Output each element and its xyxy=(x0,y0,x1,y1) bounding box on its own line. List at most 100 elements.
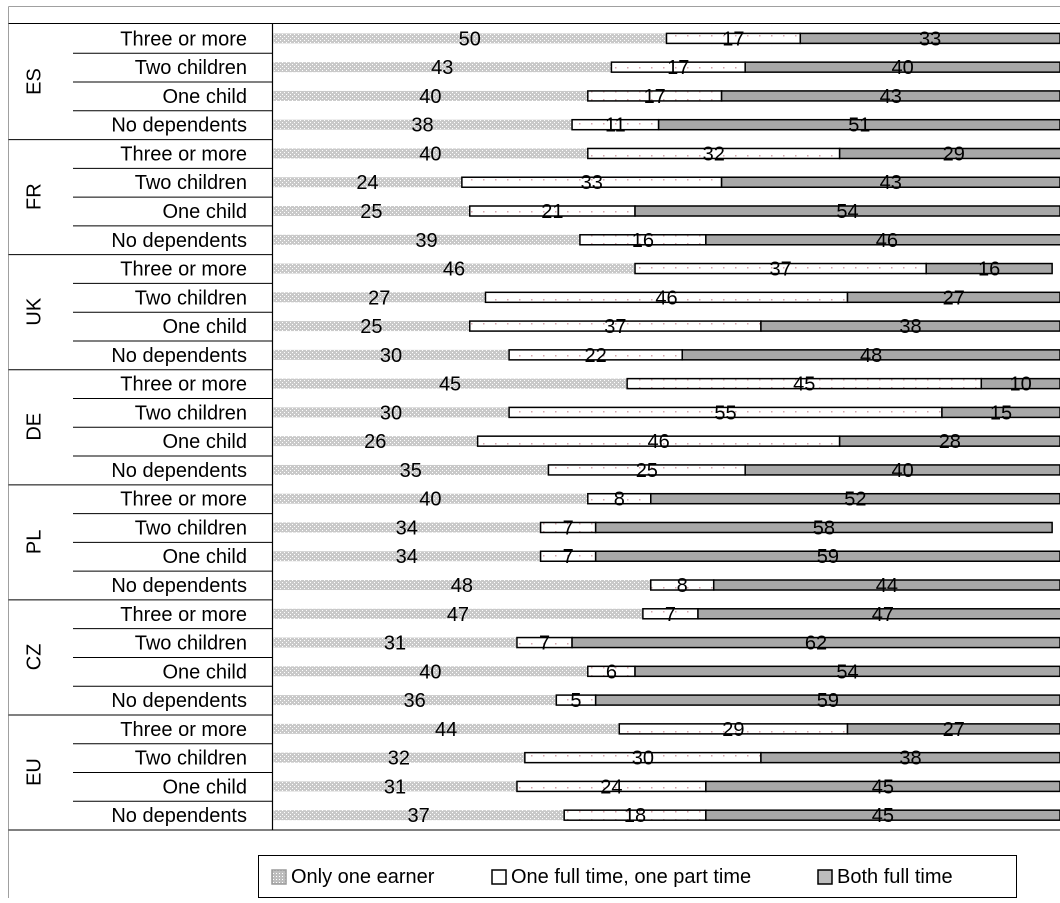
category-tick-label: Two children xyxy=(135,633,247,655)
bar-segment xyxy=(744,464,1060,476)
data-label: 46 xyxy=(655,287,677,309)
bar-segment xyxy=(273,33,667,44)
data-label: 44 xyxy=(435,719,457,741)
data-label: 40 xyxy=(891,460,913,482)
legend-entry: Only one earner xyxy=(291,866,435,888)
bar-segment xyxy=(634,205,1060,217)
category-tick-label: Three or more xyxy=(120,719,247,741)
data-label: 44 xyxy=(876,575,898,597)
data-label: 62 xyxy=(805,633,827,655)
data-label: 48 xyxy=(860,345,882,367)
bar-segment xyxy=(925,262,1053,275)
bar-segment xyxy=(273,666,588,677)
category-tick-label: Three or more xyxy=(120,374,247,396)
data-label: 55 xyxy=(714,402,736,424)
bar-segment xyxy=(273,436,478,447)
bar-segment xyxy=(681,349,1060,361)
group-label: FR xyxy=(24,183,46,210)
data-label: 35 xyxy=(400,460,422,482)
bar-segment xyxy=(705,234,1060,246)
data-label: 29 xyxy=(943,143,965,165)
data-label: 33 xyxy=(919,28,941,50)
data-label: 6 xyxy=(606,661,617,683)
bar-segment xyxy=(273,781,517,792)
bar-segment xyxy=(273,378,628,389)
bar-segment xyxy=(273,90,588,101)
data-label: 43 xyxy=(431,57,453,79)
category-tick-label: No dependents xyxy=(111,230,247,252)
data-label: 40 xyxy=(891,57,913,79)
group-label: DE xyxy=(24,413,46,441)
category-tick-label: Two children xyxy=(135,57,247,79)
data-label: 31 xyxy=(384,633,406,655)
data-label: 54 xyxy=(836,201,858,223)
bar-segment xyxy=(273,119,573,130)
category-tick-label: One child xyxy=(163,316,248,338)
bar-segment xyxy=(697,608,1060,620)
bar-segment xyxy=(273,407,510,418)
bar-segment xyxy=(650,492,1060,505)
bar-segment xyxy=(760,751,1060,764)
legend-swatch xyxy=(271,869,287,885)
data-label: 15 xyxy=(990,402,1012,424)
bar-segment xyxy=(846,723,1060,735)
data-label: 11 xyxy=(605,115,626,137)
bar-segment xyxy=(838,435,1060,447)
data-label: 43 xyxy=(880,172,902,194)
data-label: 54 xyxy=(836,661,858,683)
data-label: 28 xyxy=(939,431,961,453)
bar-segment xyxy=(273,206,470,217)
bar-segment xyxy=(634,665,1060,678)
data-label: 25 xyxy=(360,201,382,223)
data-label: 32 xyxy=(388,748,410,770)
category-tick-label: One child xyxy=(163,661,248,683)
data-label: 37 xyxy=(407,805,429,827)
data-label: 10 xyxy=(1010,374,1032,396)
data-label: 16 xyxy=(978,259,1000,281)
data-label: 30 xyxy=(380,402,402,424)
bar-segment xyxy=(273,148,588,159)
category-tick-label: Three or more xyxy=(120,143,247,165)
bar-segment xyxy=(273,177,462,188)
data-label: 47 xyxy=(872,604,894,626)
category-tick-label: One child xyxy=(163,546,248,568)
data-label: 31 xyxy=(384,776,406,798)
data-label: 27 xyxy=(943,719,965,741)
category-tick-label: Two children xyxy=(135,402,247,424)
data-label: 21 xyxy=(541,201,563,223)
data-label: 18 xyxy=(624,805,646,827)
bar-segment xyxy=(273,551,541,562)
bar-segment xyxy=(273,464,549,475)
data-label: 7 xyxy=(563,517,574,539)
bar-segment xyxy=(273,580,651,591)
data-label: 32 xyxy=(703,143,725,165)
data-label: 17 xyxy=(667,57,689,79)
data-label: 45 xyxy=(793,374,815,396)
bar-segment xyxy=(571,636,1060,649)
data-label: 48 xyxy=(451,575,473,597)
data-label: 38 xyxy=(411,115,433,137)
data-label: 40 xyxy=(419,661,441,683)
bar-segment xyxy=(273,723,620,734)
category-tick-label: No dependents xyxy=(111,345,247,367)
data-label: 27 xyxy=(368,287,390,309)
bar-segment xyxy=(594,521,1053,534)
category-tick-label: One child xyxy=(163,776,248,798)
data-label: 27 xyxy=(943,287,965,309)
category-tick-label: Three or more xyxy=(120,259,247,281)
bar-segment xyxy=(657,118,1060,131)
bar-segment xyxy=(846,291,1060,304)
data-label: 59 xyxy=(817,690,839,712)
bar-segment xyxy=(273,752,525,763)
bar-segment xyxy=(720,176,1060,188)
category-tick-label: Three or more xyxy=(120,604,247,626)
data-label: 22 xyxy=(585,345,607,367)
category-tick-label: No dependents xyxy=(111,115,247,137)
bar-segment xyxy=(273,292,486,303)
data-label: 33 xyxy=(581,172,603,194)
bar-segment xyxy=(273,349,510,360)
bar-segment xyxy=(720,90,1060,102)
data-label: 30 xyxy=(380,345,402,367)
